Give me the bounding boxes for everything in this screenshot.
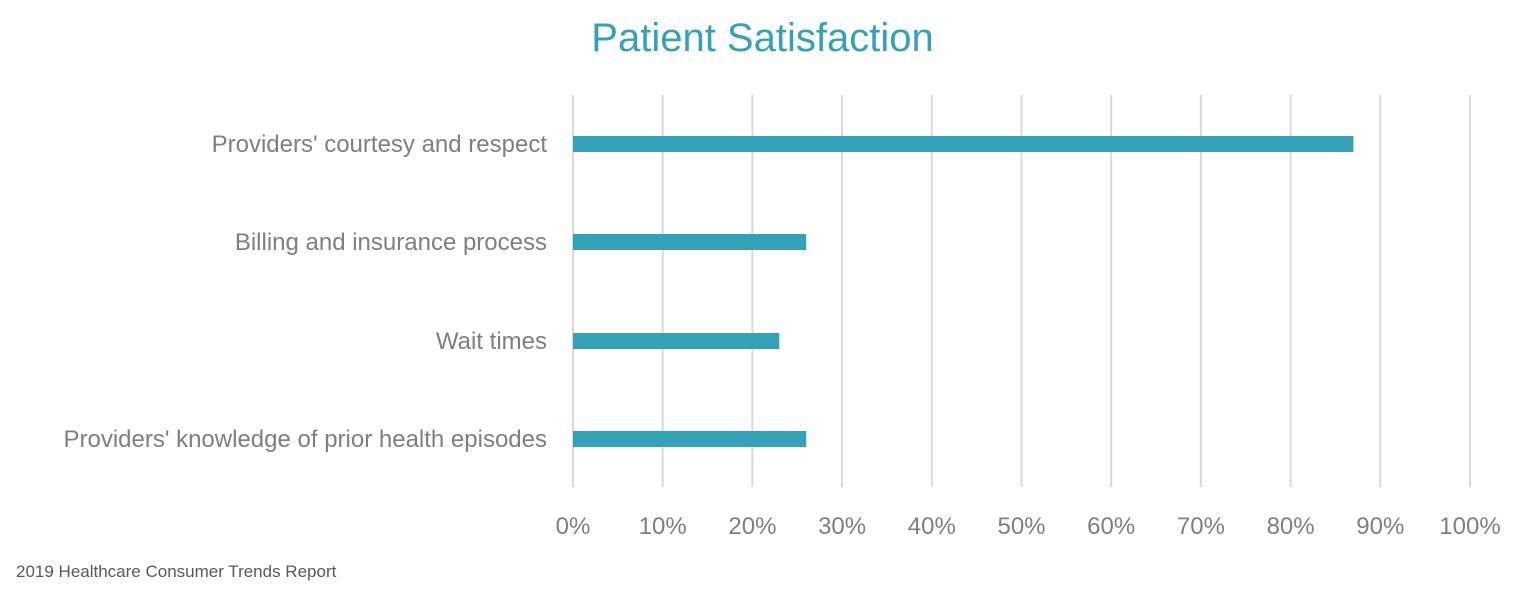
y-category-label: Providers' courtesy and respect: [212, 131, 548, 158]
y-category-label: Providers' knowledge of prior health epi…: [63, 426, 547, 453]
chart-title: Patient Satisfaction: [591, 16, 934, 60]
bar: [573, 333, 780, 349]
x-tick-label: 0%: [556, 513, 591, 540]
x-tick-label: 30%: [818, 513, 866, 540]
x-tick-label: 10%: [639, 513, 687, 540]
x-tick-label: 50%: [997, 513, 1045, 540]
x-tick-label: 20%: [728, 513, 776, 540]
source-note: 2019 Healthcare Consumer Trends Report: [16, 562, 337, 581]
y-category-label: Wait times: [436, 328, 547, 355]
y-category-label: Billing and insurance process: [235, 229, 547, 256]
x-tick-label: 40%: [908, 513, 956, 540]
x-tick-label: 80%: [1267, 513, 1315, 540]
bar: [573, 431, 807, 447]
bar: [573, 234, 807, 250]
x-tick-label: 100%: [1439, 513, 1500, 540]
x-tick-label: 60%: [1087, 513, 1135, 540]
bar: [573, 136, 1354, 152]
x-tick-label: 70%: [1177, 513, 1225, 540]
x-tick-label: 90%: [1356, 513, 1404, 540]
